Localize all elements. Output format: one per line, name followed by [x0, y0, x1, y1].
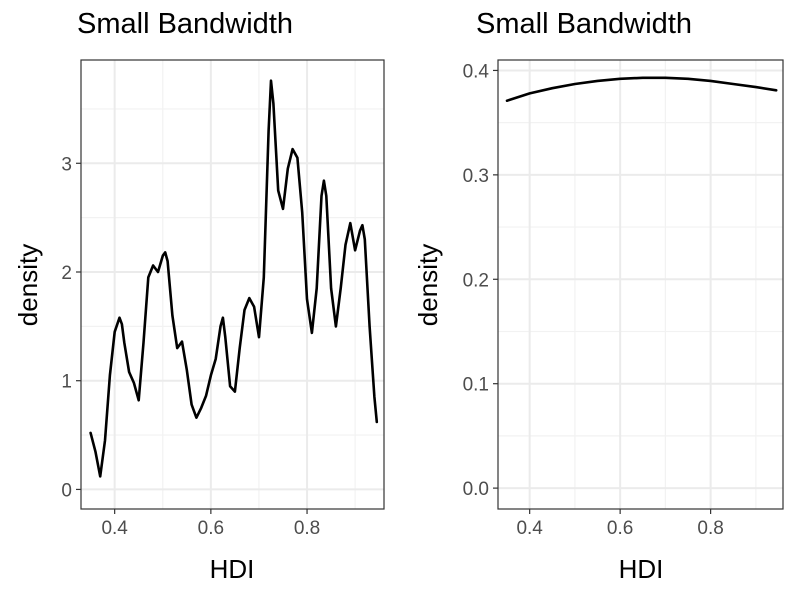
- right-y-tick-label: 0.1: [463, 375, 489, 396]
- right-y-tick-label: 0.0: [463, 479, 489, 500]
- left-y-tick-label: 3: [61, 154, 72, 175]
- right-y-axis-title: density: [413, 244, 443, 326]
- left-x-tick-label: 0.8: [294, 518, 320, 539]
- right-x-tick-label: 0.6: [607, 518, 633, 539]
- right-density-line: [505, 76, 778, 102]
- right-panel: Small Bandwidth HDI density 0.4 0.6 0.8 0.0…: [413, 8, 784, 584]
- right-x-tick-label: 0.8: [697, 518, 723, 539]
- right-x-axis-title: HDI: [619, 554, 664, 584]
- left-density-line: [89, 79, 379, 478]
- left-x-tick-label: 0.6: [198, 518, 224, 539]
- left-gridlines: [81, 60, 384, 509]
- left-panel-border: [80, 59, 385, 510]
- left-panel-background: [81, 60, 384, 509]
- right-panel-title: Small Bandwidth: [476, 8, 692, 40]
- left-y-tick-label: 0: [61, 480, 72, 501]
- right-x-tick-label: 0.4: [516, 518, 543, 539]
- left-y-tick-label: 2: [61, 263, 72, 284]
- right-panel-background: [498, 60, 783, 509]
- left-panel-title: Small Bandwidth: [77, 8, 293, 40]
- right-gridlines: [498, 60, 783, 509]
- left-panel: Small Bandwidth HDI density 0.4 0.6 0.8 0 1 2…: [13, 8, 385, 584]
- right-panel-border: [497, 59, 784, 510]
- left-x-tick-label: 0.4: [101, 518, 128, 539]
- right-y-tick-label: 0.3: [463, 166, 489, 187]
- left-y-tick-label: 1: [61, 372, 72, 393]
- right-y-tick-label: 0.4: [463, 61, 490, 82]
- left-y-axis-title: density: [13, 244, 43, 326]
- right-y-tick-label: 0.2: [463, 270, 489, 291]
- left-x-axis-title: HDI: [210, 554, 255, 584]
